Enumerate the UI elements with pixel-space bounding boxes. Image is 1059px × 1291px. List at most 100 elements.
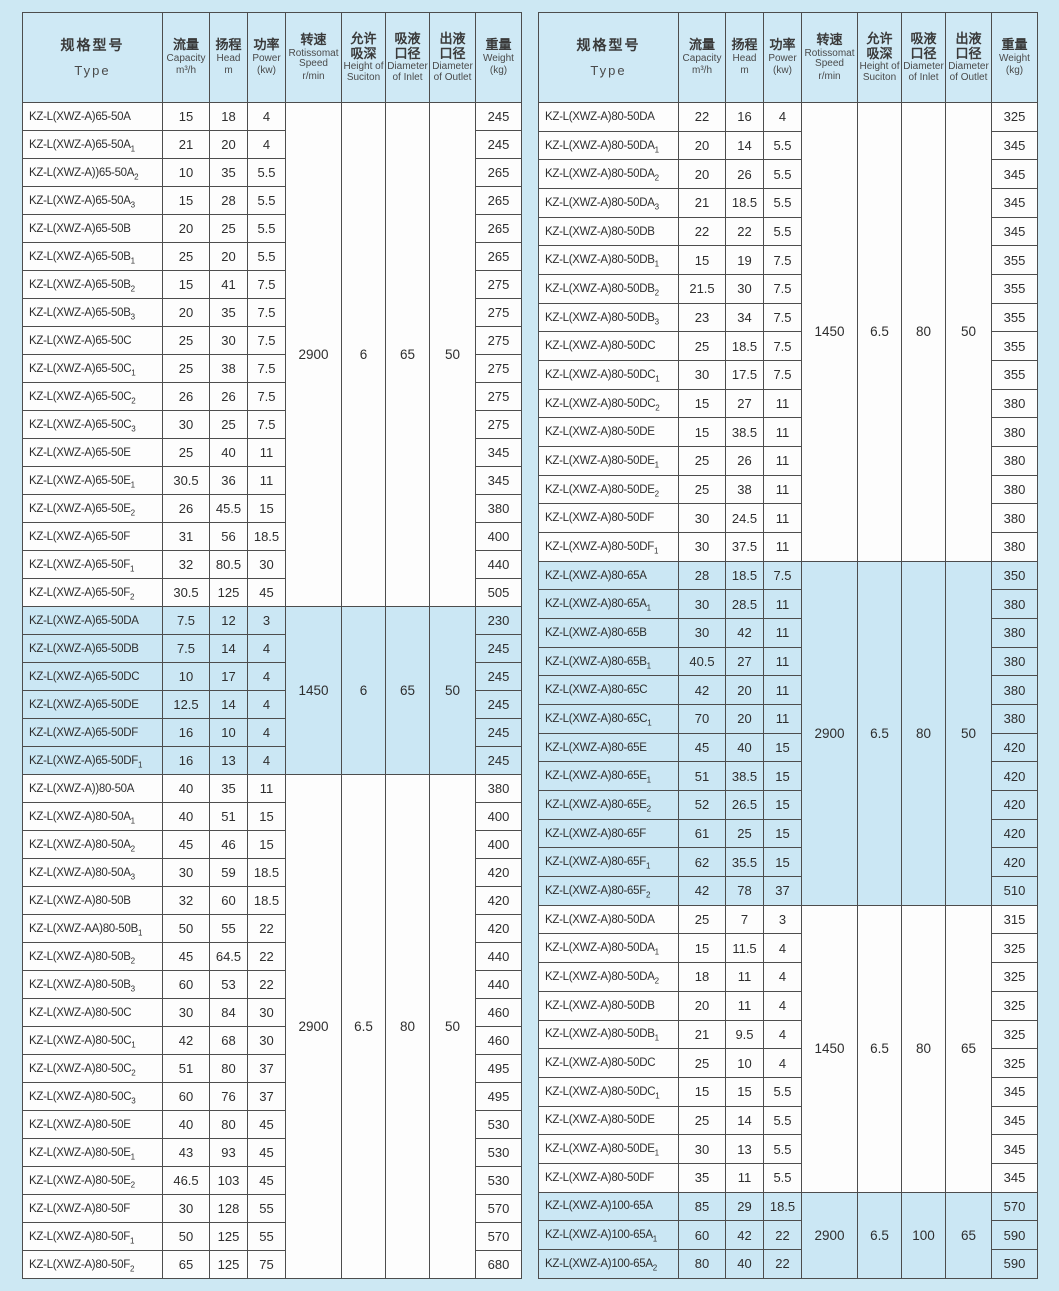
- power-cell: 5.5: [763, 159, 802, 190]
- table-row: KZ-L(XWZ-A)80-50DC 25 18.5 7.5 355: [538, 331, 1038, 362]
- capacity-cell: 21: [162, 130, 210, 159]
- col-header-capacity: 流量 Capacity m³/h: [678, 12, 726, 103]
- capacity-cell: 45: [162, 942, 210, 971]
- capacity-cell: 32: [162, 886, 210, 915]
- head-cell: 24.5: [725, 503, 764, 534]
- weight-cell: 380: [991, 618, 1038, 648]
- capacity-cell: 32: [162, 550, 210, 579]
- capacity-cell: 30: [162, 998, 210, 1027]
- weight-cell: 275: [475, 354, 522, 383]
- power-cell: 11: [763, 446, 802, 476]
- head-cell: 26: [725, 446, 764, 476]
- table-row: KZ-L(XWZ-A)80-50C1 42 68 30 460: [22, 1026, 522, 1055]
- weight-cell: 400: [475, 522, 522, 551]
- col-header-outlet-diameter: 出液 口径 Diameter of Outlet: [945, 12, 992, 103]
- power-cell: 15: [763, 761, 802, 792]
- head-cell: 103: [209, 1166, 248, 1195]
- head-cell: 38.5: [725, 417, 764, 448]
- model-cell: KZ-L(XWZ-A)80-50DC1: [538, 360, 679, 390]
- model-cell: KZ-L(XWZ-A)80-65E: [538, 732, 679, 763]
- table-row: KZ-L(XWZ-A)100-65A2 80 40 22 590: [538, 1248, 1038, 1280]
- head-cell: 45.5: [209, 494, 248, 523]
- table-row: KZ-L(XWZ-A)65-50A 15 18 4 2900 6 65 50 245: [22, 102, 522, 607]
- power-cell: 7.5: [763, 331, 802, 362]
- table-row: KZ-L(XWZ-A)80-50C3 60 76 37 495: [22, 1082, 522, 1111]
- weight-cell: 265: [475, 214, 522, 243]
- capacity-cell: 20: [678, 159, 726, 190]
- weight-cell: 345: [991, 130, 1038, 161]
- power-cell: 7.5: [763, 302, 802, 333]
- capacity-cell: 15: [678, 1076, 726, 1107]
- table-row: KZ-L(XWZ-A)80-50DA2 18 11 4 325: [538, 962, 1038, 992]
- power-cell: 11: [247, 774, 286, 803]
- power-cell: 4: [247, 634, 286, 663]
- head-cell: 13: [209, 746, 248, 775]
- capacity-cell: 52: [678, 790, 726, 820]
- capacity-cell: 51: [162, 1054, 210, 1083]
- head-cell: 19: [725, 245, 764, 276]
- model-cell: KZ-L(XWZ-A)65-50F1: [22, 550, 163, 579]
- power-cell: 45: [247, 1138, 286, 1167]
- weight-cell: 275: [475, 410, 522, 439]
- power-cell: 5.5: [247, 214, 286, 243]
- head-cell: 25: [725, 818, 764, 849]
- power-cell: 45: [247, 1166, 286, 1195]
- weight-cell: 590: [991, 1248, 1038, 1280]
- power-cell: 5.5: [763, 188, 802, 218]
- power-cell: 4: [247, 102, 286, 131]
- head-cell: 80.5: [209, 550, 248, 579]
- col-header-suction-height: 允许 吸深 Height of Suciton: [341, 12, 386, 103]
- head-cell: 42: [725, 1220, 764, 1250]
- col-header-inlet-diameter: 吸液 口径 Diameter of Inlet: [385, 12, 430, 103]
- power-cell: 22: [763, 1220, 802, 1250]
- power-cell: 15: [763, 818, 802, 849]
- capacity-cell: 7.5: [162, 634, 210, 663]
- capacity-cell: 20: [162, 214, 210, 243]
- capacity-cell: 15: [162, 186, 210, 215]
- model-cell: KZ-L(XWZ-A)80-50DE: [538, 1105, 679, 1136]
- capacity-cell: 30: [678, 360, 726, 390]
- speed-cell: 1450: [285, 606, 342, 775]
- model-cell: KZ-L(XWZ-A)65-50B1: [22, 242, 163, 271]
- model-cell: KZ-L(XWZ-A)80-50DE2: [538, 474, 679, 505]
- capacity-cell: 25: [162, 354, 210, 383]
- head-cell: 60: [209, 886, 248, 915]
- power-cell: 7.5: [763, 274, 802, 304]
- head-cell: 14: [209, 634, 248, 663]
- power-cell: 5.5: [763, 1134, 802, 1164]
- header-row: 规格型号 Type 流量 Capacity m³/h 扬程 Head m 功率 Power (kw)…: [22, 12, 522, 103]
- weight-cell: 355: [991, 274, 1038, 304]
- capacity-cell: 28: [678, 560, 726, 591]
- model-cell: KZ-L(XWZ-A)80-65E1: [538, 761, 679, 792]
- table-row: KZ-L(XWZ-A)80-50E2 46.5 103 45 530: [22, 1166, 522, 1195]
- model-cell: KZ-L(XWZ-A)80-50E: [22, 1110, 163, 1139]
- power-cell: 22: [247, 914, 286, 943]
- model-cell: KZ-L(XWZ-A)80-50DB1: [538, 1019, 679, 1050]
- power-cell: 11: [763, 646, 802, 677]
- table-row: KZ-L(XWZ-A)65-50DA 7.5 12 3 1450 6 65 50 230: [22, 606, 522, 775]
- weight-cell: 345: [991, 1105, 1038, 1136]
- table-row: KZ-L(XWZ-A)65-50F2 30.5 125 45 505: [22, 578, 522, 607]
- head-cell: 13: [725, 1134, 764, 1164]
- power-cell: 11: [247, 466, 286, 495]
- capacity-cell: 30: [162, 410, 210, 439]
- power-cell: 15: [247, 802, 286, 831]
- table-row: KZ-L(XWZ-A)80-50DE 25 14 5.5 345: [538, 1105, 1038, 1136]
- capacity-cell: 21.5: [678, 274, 726, 304]
- model-cell: KZ-L(XWZ-A)80-50DF: [538, 503, 679, 534]
- power-cell: 4: [763, 1019, 802, 1050]
- capacity-cell: 80: [678, 1248, 726, 1280]
- inlet-diameter-cell: 65: [385, 102, 430, 607]
- capacity-cell: 15: [678, 933, 726, 964]
- capacity-cell: 12.5: [162, 690, 210, 719]
- power-cell: 45: [247, 578, 286, 607]
- weight-cell: 380: [991, 503, 1038, 534]
- weight-cell: 345: [991, 216, 1038, 247]
- table-row: KZ-L(XWZ-A)80-50DB 22 22 5.5 345: [538, 216, 1038, 247]
- power-cell: 5.5: [247, 242, 286, 271]
- weight-cell: 460: [475, 1026, 522, 1055]
- capacity-cell: 40.5: [678, 646, 726, 677]
- model-cell: KZ-L(XWZ-A)65-50C3: [22, 410, 163, 439]
- head-cell: 12: [209, 606, 248, 635]
- capacity-cell: 22: [678, 102, 726, 132]
